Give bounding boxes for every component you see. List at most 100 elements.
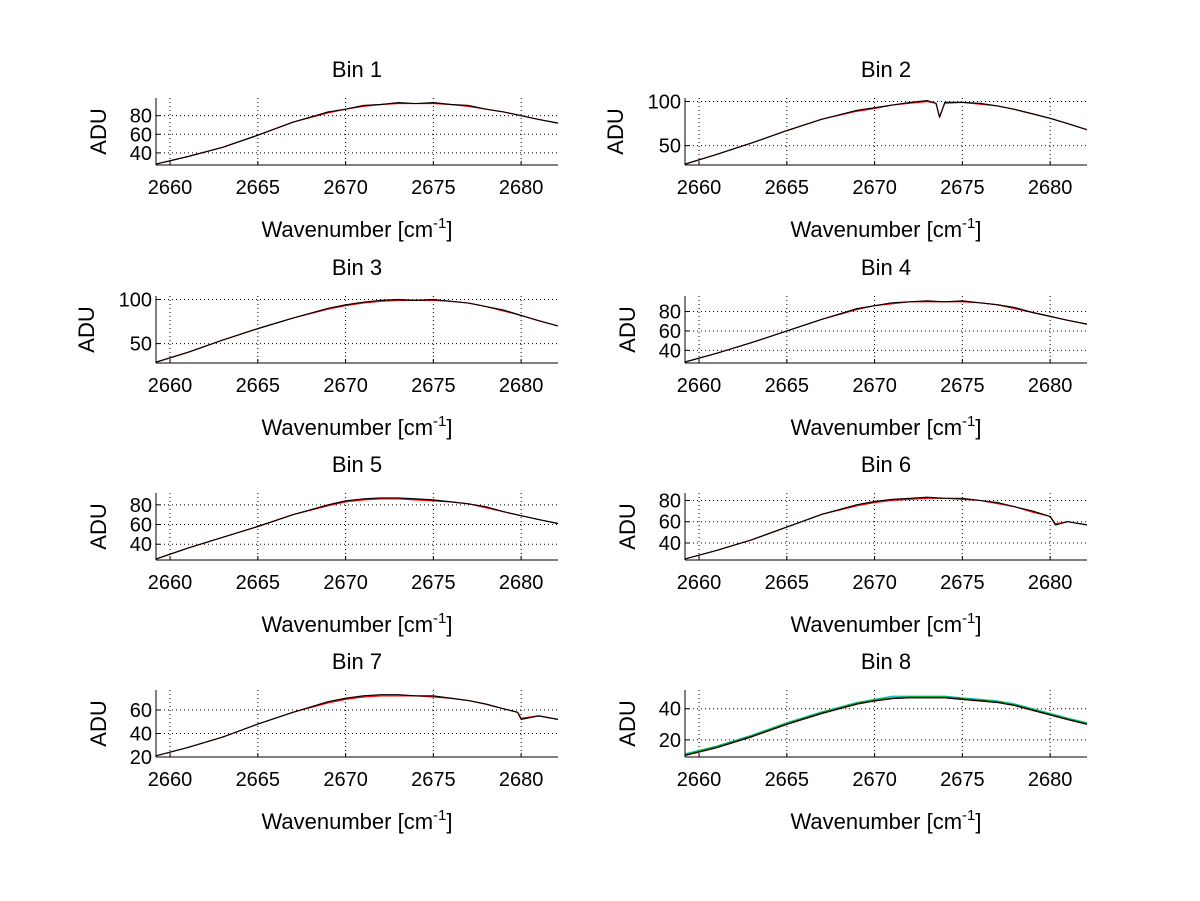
bin6-x-tick-label-3: 2675 bbox=[940, 572, 985, 594]
bin6-y-tick-label-2: 80 bbox=[659, 490, 681, 512]
bin3-x-label: Wavenumber [cm-1] bbox=[261, 413, 452, 440]
bin4-y-tick-label-2: 80 bbox=[659, 302, 681, 324]
bin8-y-tick-label-0: 20 bbox=[659, 730, 681, 752]
bin4-x-label: Wavenumber [cm-1] bbox=[790, 413, 981, 440]
bin6-x-tick-label-1: 2665 bbox=[765, 572, 810, 594]
bin1-x-tick-label-0: 2660 bbox=[148, 177, 193, 199]
bin8-x-tick-label-4: 2680 bbox=[1028, 769, 1073, 791]
bin1-y-tick-label-1: 60 bbox=[130, 124, 152, 146]
bin5-y-tick-label-0: 40 bbox=[130, 534, 152, 556]
bin4-y-tick-label-0: 40 bbox=[659, 340, 681, 362]
bin1-title: Bin 1 bbox=[332, 57, 382, 82]
bin1-x-tick-label-4: 2680 bbox=[499, 177, 544, 199]
bin8-series-cyan bbox=[685, 695, 1087, 755]
bin6-y-label: ADU bbox=[615, 503, 640, 549]
bin3-y-label: ADU bbox=[74, 306, 99, 352]
bin3-y-tick-label-0: 50 bbox=[130, 334, 152, 356]
bin4-x-tick-label-2: 2670 bbox=[852, 375, 897, 397]
bin2-x-tick-label-2: 2670 bbox=[852, 177, 897, 199]
bin3-series-black bbox=[156, 298, 558, 363]
bin7-y-tick-label-0: 20 bbox=[130, 747, 152, 769]
bin8-title: Bin 8 bbox=[861, 649, 911, 674]
bin3-plot-area bbox=[156, 296, 558, 363]
bin3-y-tick-label-1: 100 bbox=[119, 290, 152, 312]
bin8-y-tick-label-1: 40 bbox=[659, 699, 681, 721]
bin5-title: Bin 5 bbox=[332, 452, 382, 477]
bin6-x-tick-label-4: 2680 bbox=[1028, 572, 1073, 594]
bin7-x-tick-label-4: 2680 bbox=[499, 769, 544, 791]
bin4-x-tick-label-1: 2665 bbox=[765, 375, 810, 397]
bin6-x-tick-label-0: 2660 bbox=[677, 572, 722, 594]
bin5-x-label: Wavenumber [cm-1] bbox=[261, 610, 452, 637]
bin7-x-label: Wavenumber [cm-1] bbox=[261, 807, 452, 834]
bin5-series-black bbox=[156, 497, 558, 560]
bin1-series-black bbox=[156, 102, 558, 165]
bin1-y-tick-label-0: 40 bbox=[130, 143, 152, 165]
bin6-title: Bin 6 bbox=[861, 452, 911, 477]
bin5-x-tick-label-4: 2680 bbox=[499, 572, 544, 594]
bin1-x-tick-label-3: 2675 bbox=[411, 177, 456, 199]
bin7-y-tick-label-2: 60 bbox=[130, 700, 152, 722]
panel-bin8: 2660 2665 2670 2675 2680 20 40 Bin 8 Wavenumber … bbox=[615, 649, 1087, 834]
bin8-x-tick-label-3: 2675 bbox=[940, 769, 985, 791]
bin8-x-tick-label-2: 2670 bbox=[852, 769, 897, 791]
bin6-x-tick-label-2: 2670 bbox=[852, 572, 897, 594]
bin3-x-tick-label-1: 2665 bbox=[236, 375, 281, 397]
bin8-x-label: Wavenumber [cm-1] bbox=[790, 807, 981, 834]
bin4-x-tick-label-0: 2660 bbox=[677, 375, 722, 397]
bin5-x-tick-label-0: 2660 bbox=[148, 572, 193, 594]
bin5-x-tick-label-3: 2675 bbox=[411, 572, 456, 594]
bin1-x-tick-label-2: 2670 bbox=[323, 177, 368, 199]
bin5-plot-area bbox=[156, 493, 558, 560]
panel-bin2: 2660 2665 2670 2675 2680 50 100 Bin 2 Wavenumber… bbox=[603, 57, 1087, 242]
bin2-title: Bin 2 bbox=[861, 57, 911, 82]
bin6-plot-area bbox=[685, 493, 1087, 560]
bin3-x-tick-label-2: 2670 bbox=[323, 375, 368, 397]
bin5-x-tick-label-2: 2670 bbox=[323, 572, 368, 594]
bin3-title: Bin 3 bbox=[332, 255, 382, 280]
bin8-x-tick-label-0: 2660 bbox=[677, 769, 722, 791]
bin4-x-tick-label-3: 2675 bbox=[940, 375, 985, 397]
bin3-x-tick-label-4: 2680 bbox=[499, 375, 544, 397]
bin8-plot-area bbox=[685, 690, 1087, 757]
bin7-series-black bbox=[156, 694, 558, 757]
bin8-x-tick-label-1: 2665 bbox=[765, 769, 810, 791]
bin5-y-tick-label-2: 80 bbox=[130, 495, 152, 517]
bin8-series-black bbox=[685, 697, 1087, 757]
bin7-plot-area bbox=[156, 690, 558, 757]
bin6-series-black bbox=[685, 496, 1087, 560]
bin2-x-tick-label-3: 2675 bbox=[940, 177, 985, 199]
bin7-y-label: ADU bbox=[86, 700, 111, 746]
bin2-x-label: Wavenumber [cm-1] bbox=[790, 215, 981, 242]
bin6-x-label: Wavenumber [cm-1] bbox=[790, 610, 981, 637]
bin8-series-green bbox=[685, 696, 1087, 756]
bin7-x-tick-label-1: 2665 bbox=[236, 769, 281, 791]
bin4-title: Bin 4 bbox=[861, 255, 911, 280]
bin1-y-tick-label-2: 80 bbox=[130, 106, 152, 128]
bin5-x-tick-label-1: 2665 bbox=[236, 572, 281, 594]
bin4-x-tick-label-4: 2680 bbox=[1028, 375, 1073, 397]
bin2-y-tick-label-0: 50 bbox=[659, 136, 681, 158]
bin2-y-label: ADU bbox=[603, 108, 628, 154]
bin3-x-tick-label-0: 2660 bbox=[148, 375, 193, 397]
bin7-x-tick-label-0: 2660 bbox=[148, 769, 193, 791]
bin7-title: Bin 7 bbox=[332, 649, 382, 674]
bin5-y-label: ADU bbox=[86, 503, 111, 549]
bin2-y-tick-label-1: 100 bbox=[648, 92, 681, 114]
bin2-x-tick-label-0: 2660 bbox=[677, 177, 722, 199]
bin3-x-tick-label-3: 2675 bbox=[411, 375, 456, 397]
bin7-x-tick-label-2: 2670 bbox=[323, 769, 368, 791]
bin7-x-tick-label-3: 2675 bbox=[411, 769, 456, 791]
bin2-plot-area bbox=[685, 98, 1087, 165]
bin2-x-tick-label-4: 2680 bbox=[1028, 177, 1073, 199]
panel-bin3: 2660 2665 2670 2675 2680 50 100 Bin 3 Wavenumber… bbox=[74, 255, 558, 440]
bin2-x-tick-label-1: 2665 bbox=[765, 177, 810, 199]
bin7-y-tick-label-1: 40 bbox=[130, 723, 152, 745]
bin1-y-label: ADU bbox=[86, 108, 111, 154]
bin6-y-tick-label-0: 40 bbox=[659, 533, 681, 555]
